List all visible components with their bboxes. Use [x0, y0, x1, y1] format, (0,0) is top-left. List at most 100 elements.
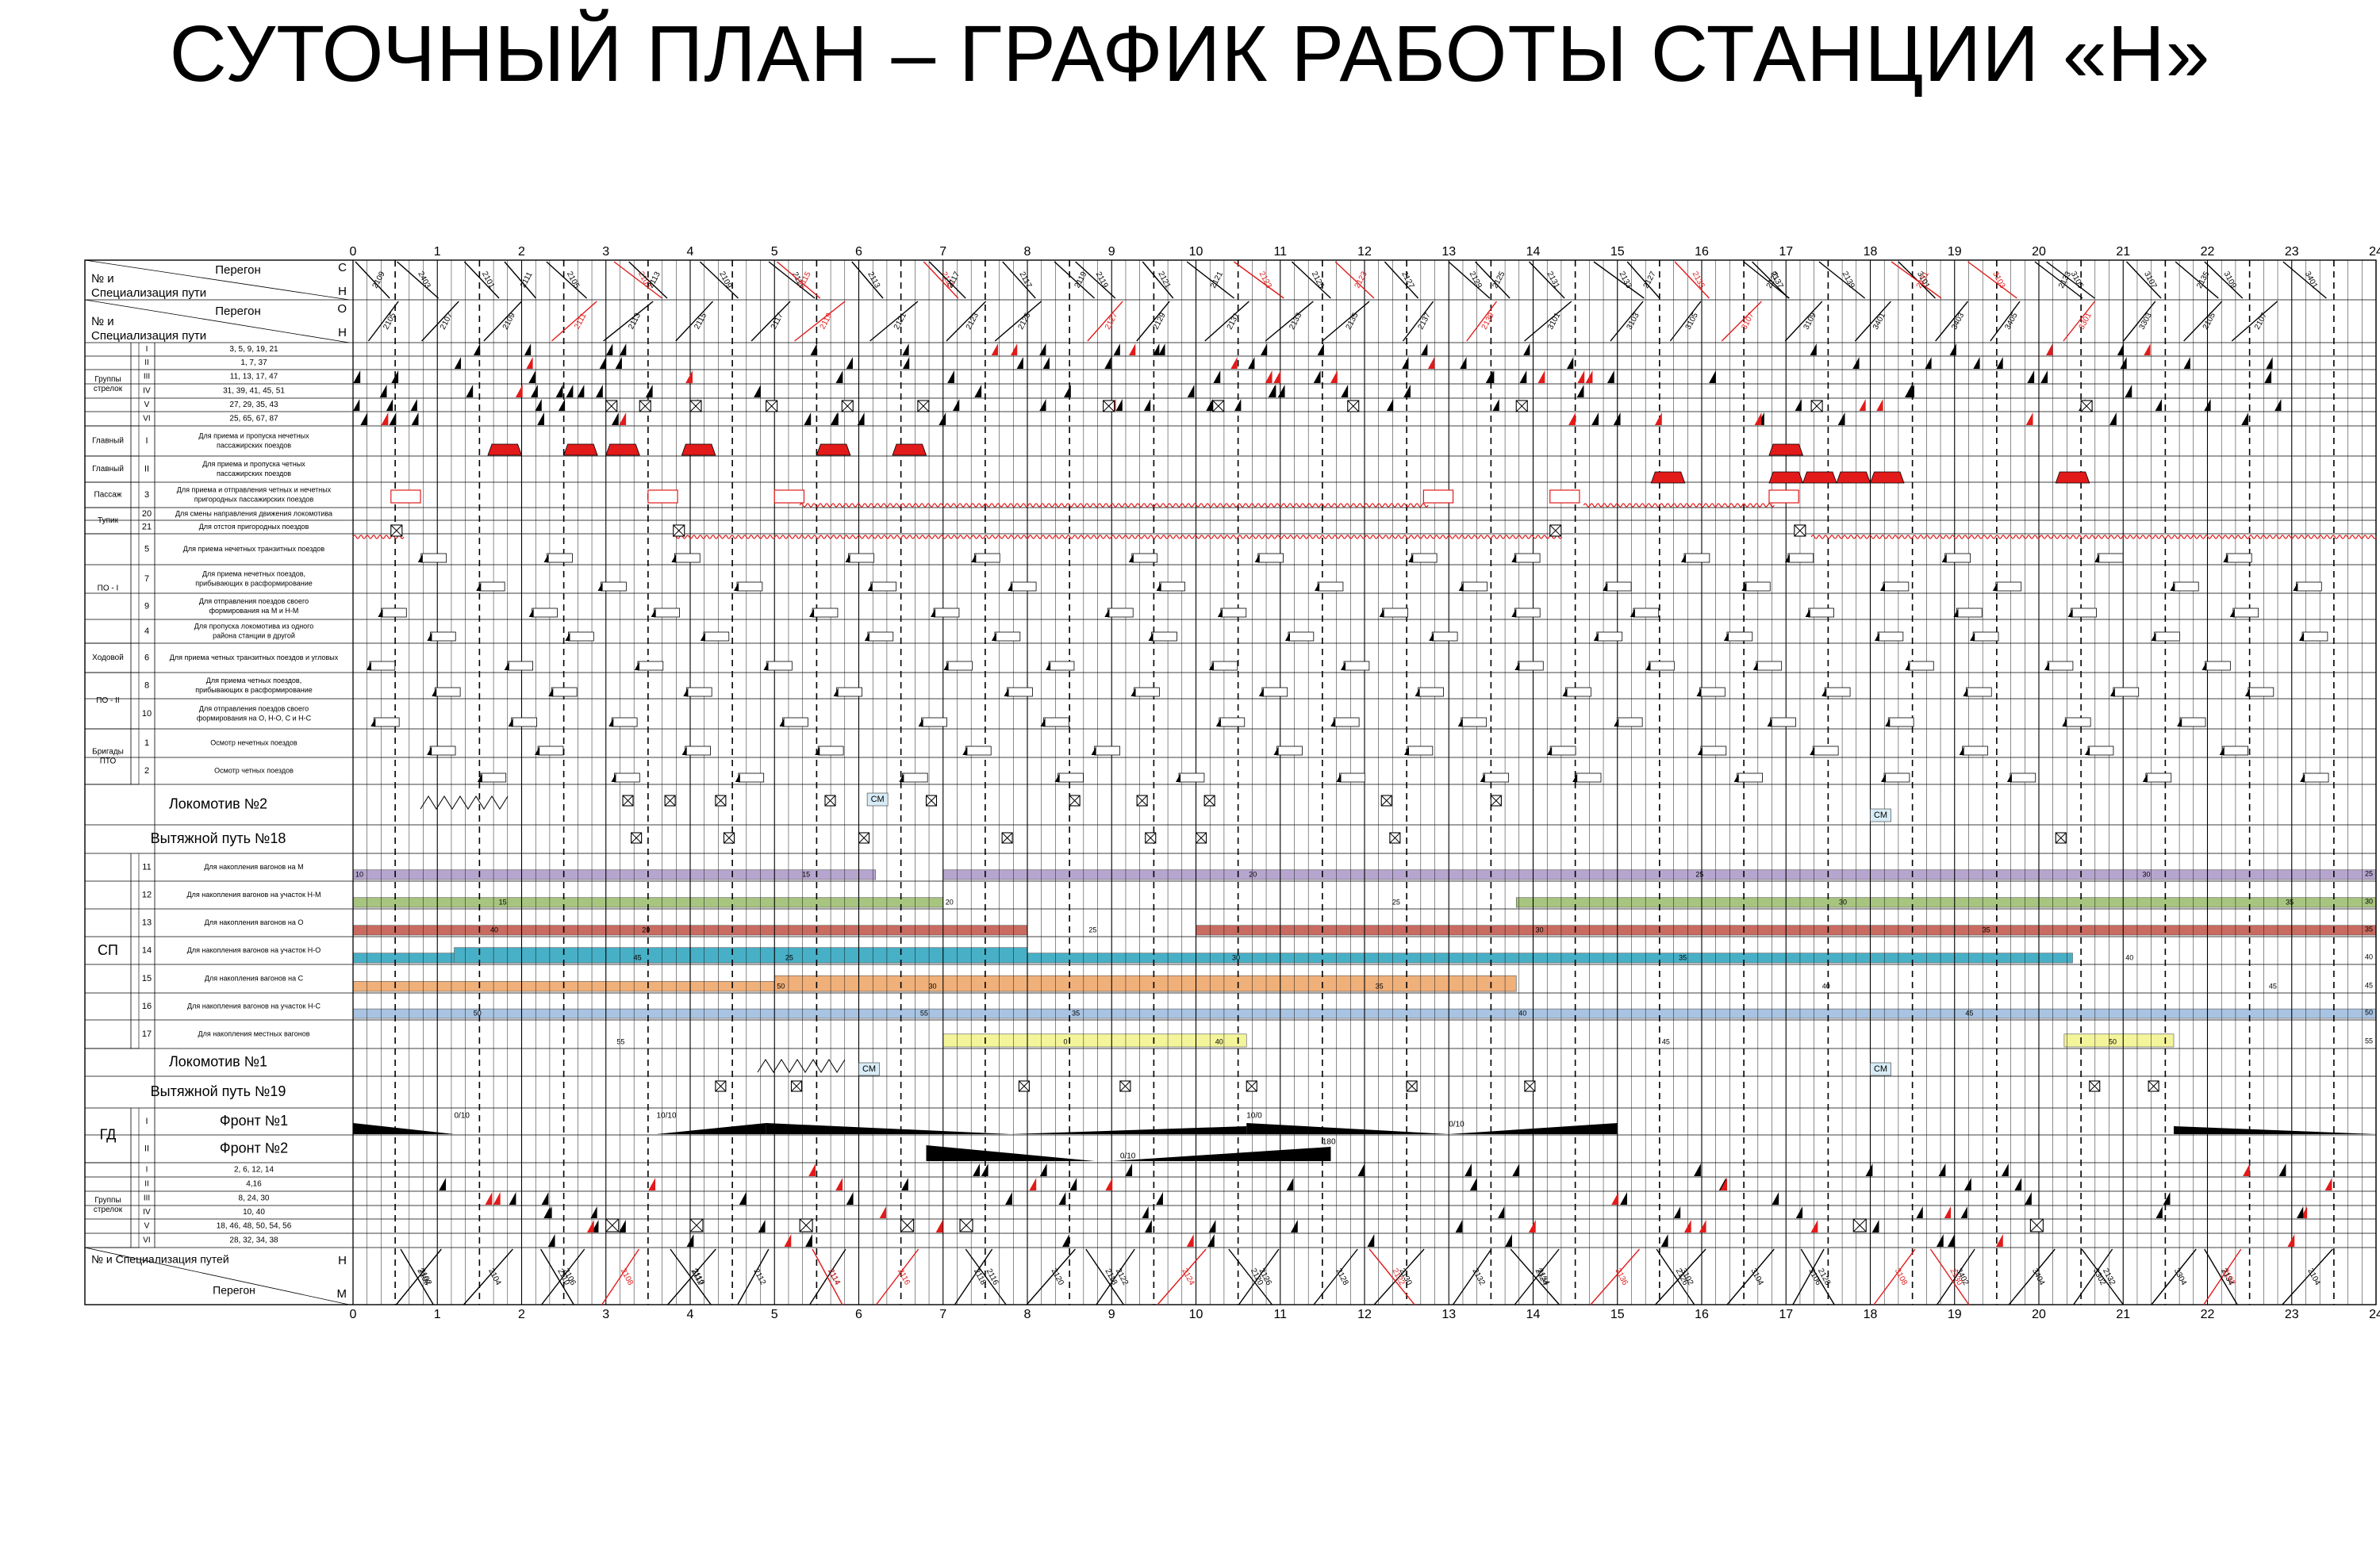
switch-mark	[1487, 370, 1495, 383]
hour-label-top: 4	[687, 245, 694, 259]
train-thread	[551, 301, 597, 342]
train-thread	[2204, 261, 2244, 299]
train-thread	[1669, 301, 1702, 342]
sp-marker: 45	[2269, 982, 2277, 990]
train-thread	[1610, 301, 1644, 342]
track-description: Для отправления поездов своего	[199, 597, 309, 605]
train-number: 3105	[1684, 311, 1700, 331]
train-thread	[613, 261, 662, 299]
suburban-standing-line	[799, 503, 1429, 508]
sp-marker: 35	[1983, 926, 1990, 933]
train-thread	[1322, 301, 1370, 342]
train-thread	[1873, 1248, 1916, 1305]
sp-marker: 45	[1662, 1037, 1670, 1045]
switch-mark	[1145, 1220, 1152, 1232]
train-number: 2107	[2253, 311, 2269, 331]
train-occupancy-box	[1343, 661, 1370, 671]
train-occupancy-box	[547, 553, 573, 563]
switch-mark	[981, 1163, 988, 1176]
crossed-box-line	[664, 795, 676, 807]
switch-mark	[353, 399, 360, 411]
arrival-mark	[2109, 688, 2115, 696]
train-occupancy-box	[532, 608, 558, 618]
switch-mark	[1973, 357, 1980, 369]
switch-mark	[1158, 343, 1165, 355]
switch-mark	[466, 385, 474, 397]
switch-mark	[1907, 385, 1914, 397]
crossed-box-line	[689, 400, 702, 412]
train-occupancy-box	[2248, 687, 2274, 697]
crossed-box-line	[2080, 400, 2093, 412]
switch-mark	[1058, 1192, 1066, 1205]
hour-label-bottom: 19	[1948, 1308, 1962, 1321]
hour-label-top: 23	[2285, 245, 2299, 259]
crossed-box-line	[766, 400, 777, 412]
section-label: Пассаж	[94, 491, 122, 500]
switch-mark	[1673, 1206, 1681, 1218]
train-occupancy-box	[812, 608, 839, 618]
arrival-mark	[779, 718, 785, 726]
crossed-box-line	[1196, 832, 1207, 844]
switch-mark	[685, 370, 693, 383]
sp-marker: 45	[2365, 981, 2373, 989]
train-thread	[1743, 261, 1790, 299]
track-number: V	[144, 1222, 150, 1231]
front-label: 0/10	[455, 1112, 470, 1121]
train-occupancy-box	[480, 772, 507, 783]
arrival-mark	[2300, 773, 2305, 782]
track-number: I	[145, 436, 148, 446]
switch-mark	[1606, 370, 1614, 383]
switch-mark	[1591, 412, 1599, 425]
switch-mark	[1568, 412, 1576, 425]
arrival-mark	[1215, 718, 1221, 726]
track-number: 5	[144, 544, 149, 554]
front-load-wedge	[353, 1123, 455, 1134]
front-label: 10/0	[1246, 1112, 1262, 1121]
crossed-box-line	[1524, 1080, 1536, 1092]
train-occupancy-box	[1549, 746, 1576, 756]
train-number: 2120	[1050, 1267, 1065, 1287]
switch-mark	[1207, 1234, 1215, 1247]
section-label: стрелок	[94, 385, 123, 393]
arrival-mark	[528, 608, 534, 617]
suburban-train-box	[390, 489, 421, 504]
section-label: ПО - II	[96, 696, 119, 705]
section-label: ПО - I	[98, 585, 119, 593]
crossed-box-line	[1852, 1218, 1867, 1232]
shunt-marker	[858, 1062, 880, 1076]
crossed-box-line	[1389, 832, 1401, 844]
track-number: 16	[142, 1002, 152, 1011]
arrival-mark	[1511, 608, 1517, 617]
arrival-mark	[833, 688, 839, 696]
switch-mark	[835, 370, 843, 383]
arrival-mark	[535, 746, 540, 755]
switch-mark	[524, 343, 532, 355]
arrival-mark	[1959, 746, 1964, 755]
switch-mark	[1104, 357, 1111, 369]
switch-mark	[1865, 1163, 1873, 1176]
arrival-mark	[1217, 608, 1223, 617]
track-number: V	[144, 401, 150, 409]
hour-label-top: 1	[434, 245, 441, 259]
track-description: Для отправления поездов своего	[199, 704, 309, 712]
passenger-stop	[2055, 471, 2090, 484]
switch-mark	[2278, 1163, 2286, 1176]
hour-label-bottom: 4	[687, 1308, 694, 1321]
arrival-mark	[899, 773, 904, 782]
switch-mark	[1062, 1234, 1069, 1247]
footer-peregon-label: Перегон	[213, 1284, 255, 1297]
train-number: 2131	[1226, 311, 1242, 331]
train-occupancy-box	[2302, 772, 2329, 783]
train-occupancy-box	[537, 746, 564, 756]
train-occupancy-box	[1962, 746, 1988, 756]
sp-marker: 30	[1536, 926, 1544, 933]
switch-mark	[2040, 370, 2048, 383]
arrival-mark	[735, 773, 740, 782]
switch-mark	[1260, 343, 1268, 355]
track-description: 25, 65, 67, 87	[229, 415, 278, 424]
switch-mark	[857, 412, 865, 425]
train-thread	[1937, 1248, 1975, 1305]
train-thread	[2008, 1248, 2056, 1305]
track-description: Для накопления вагонов на участок Н-М	[187, 891, 321, 899]
header-diagonal	[84, 299, 350, 343]
